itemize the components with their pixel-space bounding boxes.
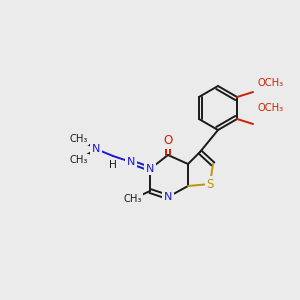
Text: CH₃: CH₃ xyxy=(70,155,88,165)
Text: OCH₃: OCH₃ xyxy=(258,103,284,113)
Text: N: N xyxy=(127,157,135,167)
Text: OCH₃: OCH₃ xyxy=(258,78,284,88)
Text: CH₃: CH₃ xyxy=(124,194,142,204)
Text: N: N xyxy=(92,144,100,154)
Text: N: N xyxy=(146,164,154,174)
Text: S: S xyxy=(206,178,214,190)
Text: O: O xyxy=(164,134,172,148)
Text: CH₃: CH₃ xyxy=(70,134,88,144)
Text: N: N xyxy=(164,192,172,202)
Text: H: H xyxy=(109,160,117,170)
